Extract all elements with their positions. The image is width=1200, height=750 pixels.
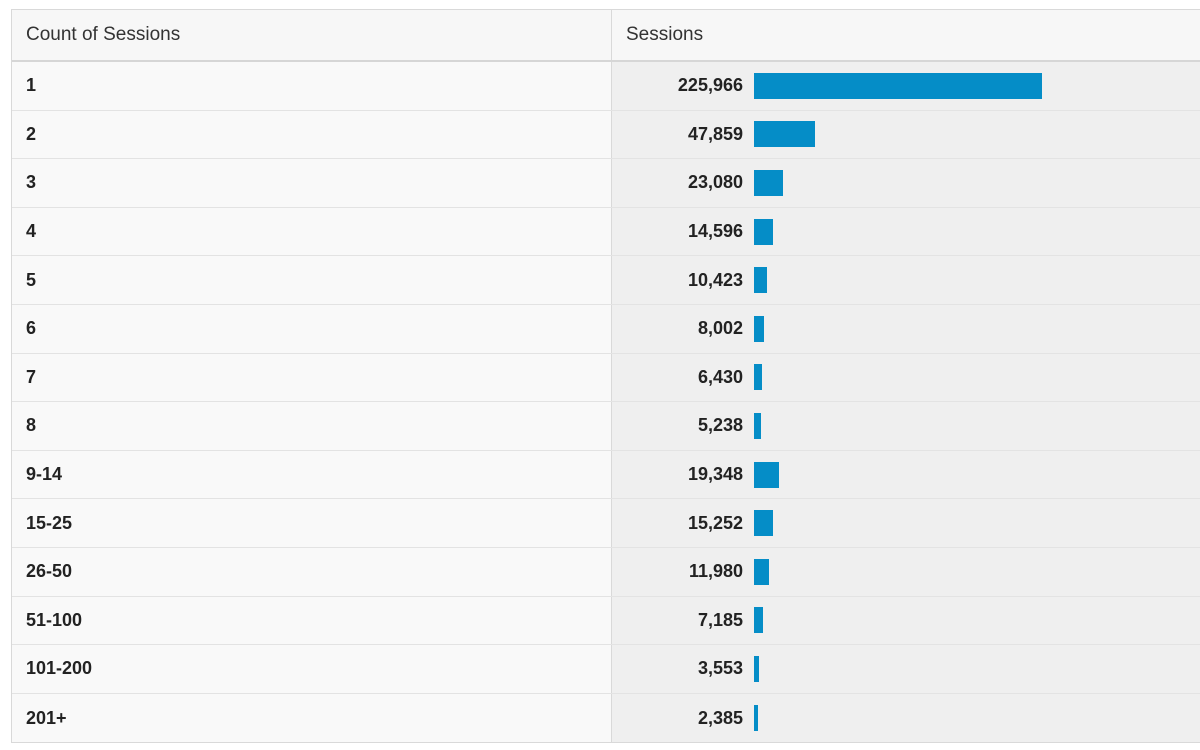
row-sessions-value: 10,423 bbox=[687, 269, 743, 290]
row-sessions-cell: 14,596 bbox=[612, 207, 1200, 256]
row-category-label: 3 bbox=[12, 159, 612, 207]
sessions-bar bbox=[754, 121, 815, 148]
row-category-label: 51-100 bbox=[12, 596, 612, 645]
row-sessions-value: 2,385 bbox=[697, 707, 743, 728]
row-sessions-cell: 5,238 bbox=[612, 402, 1200, 450]
sessions-bar bbox=[754, 315, 764, 342]
sessions-table: Count of Sessions Sessions 1 225,966 2 47,8… bbox=[11, 9, 1200, 743]
bar-track bbox=[754, 169, 1174, 196]
row-sessions-value: 15,252 bbox=[687, 512, 743, 533]
table-row: 26-50 11,980 bbox=[12, 547, 1200, 597]
row-category-label: 26-50 bbox=[12, 547, 612, 596]
bar-track bbox=[754, 218, 1174, 245]
sessions-bar bbox=[754, 510, 773, 537]
row-sessions-cell: 11,980 bbox=[612, 547, 1200, 596]
row-sessions-cell: 15,252 bbox=[612, 499, 1200, 547]
table-row: 7 6,430 bbox=[12, 353, 1200, 403]
row-sessions-value: 19,348 bbox=[687, 464, 743, 485]
row-sessions-cell: 47,859 bbox=[612, 110, 1200, 159]
table-row: 3 23,080 bbox=[12, 159, 1200, 208]
table-row: 4 14,596 bbox=[12, 207, 1200, 257]
row-category-label: 6 bbox=[12, 304, 612, 353]
table-row: 15-25 15,252 bbox=[12, 499, 1200, 548]
row-sessions-value: 8,002 bbox=[697, 318, 743, 339]
row-category-label: 7 bbox=[12, 353, 612, 402]
table-row: 6 8,002 bbox=[12, 304, 1200, 354]
row-sessions-cell: 8,002 bbox=[612, 304, 1200, 353]
row-category-label: 5 bbox=[12, 256, 612, 304]
row-sessions-value: 5,238 bbox=[697, 415, 743, 436]
sessions-bar bbox=[754, 218, 773, 245]
row-category-label: 2 bbox=[12, 110, 612, 159]
table-row: 51-100 7,185 bbox=[12, 596, 1200, 646]
row-sessions-value: 7,185 bbox=[697, 609, 743, 630]
row-sessions-value: 23,080 bbox=[687, 172, 743, 193]
header-sessions[interactable]: Sessions bbox=[626, 24, 704, 45]
sessions-bar bbox=[754, 705, 758, 732]
bar-track bbox=[754, 72, 1174, 99]
row-sessions-cell: 3,553 bbox=[612, 645, 1200, 693]
row-sessions-value: 225,966 bbox=[677, 75, 743, 96]
table-row: 8 5,238 bbox=[12, 402, 1200, 451]
row-category-label: 9-14 bbox=[12, 450, 612, 499]
row-sessions-value: 6,430 bbox=[697, 366, 743, 387]
table-row: 201+ 2,385 bbox=[12, 693, 1200, 742]
row-sessions-cell: 23,080 bbox=[612, 159, 1200, 207]
sessions-bar bbox=[754, 169, 783, 196]
sessions-bar bbox=[754, 607, 763, 634]
bar-track bbox=[754, 364, 1174, 391]
row-category-label: 4 bbox=[12, 207, 612, 256]
bar-track bbox=[754, 655, 1174, 682]
row-sessions-value: 47,859 bbox=[687, 123, 743, 144]
sessions-bar bbox=[754, 558, 769, 585]
sessions-bar bbox=[754, 412, 761, 439]
bar-track bbox=[754, 461, 1174, 488]
bar-track bbox=[754, 705, 1174, 732]
row-category-label: 1 bbox=[12, 62, 612, 110]
row-sessions-value: 14,596 bbox=[687, 221, 743, 242]
row-sessions-cell: 10,423 bbox=[612, 256, 1200, 304]
row-sessions-value: 11,980 bbox=[688, 561, 743, 582]
row-sessions-cell: 19,348 bbox=[612, 450, 1200, 499]
table-body: 1 225,966 2 47,859 3 23,080 4 14,596 5 10,423 6 8,0… bbox=[12, 62, 1200, 742]
table-row: 9-14 19,348 bbox=[12, 450, 1200, 500]
table-row: 101-200 3,553 bbox=[12, 645, 1200, 694]
bar-track bbox=[754, 510, 1174, 537]
sessions-bar bbox=[754, 72, 1042, 99]
table-header: Count of Sessions Sessions bbox=[12, 10, 1200, 62]
row-sessions-cell: 7,185 bbox=[612, 596, 1200, 645]
row-sessions-value: 3,553 bbox=[697, 658, 743, 679]
table-row: 2 47,859 bbox=[12, 110, 1200, 160]
bar-track bbox=[754, 558, 1174, 585]
sessions-bar bbox=[754, 655, 759, 682]
table-row: 1 225,966 bbox=[12, 62, 1200, 111]
bar-track bbox=[754, 315, 1174, 342]
sessions-bar bbox=[754, 461, 779, 488]
row-category-label: 201+ bbox=[12, 693, 612, 742]
bar-track bbox=[754, 267, 1174, 294]
row-category-label: 15-25 bbox=[12, 499, 612, 547]
row-sessions-cell: 2,385 bbox=[612, 693, 1200, 742]
row-category-label: 101-200 bbox=[12, 645, 612, 693]
row-sessions-cell: 225,966 bbox=[612, 62, 1200, 110]
table-row: 5 10,423 bbox=[12, 256, 1200, 305]
sessions-bar bbox=[754, 267, 767, 294]
bar-track bbox=[754, 607, 1174, 634]
row-category-label: 8 bbox=[12, 402, 612, 450]
header-count-of-sessions[interactable]: Count of Sessions bbox=[12, 10, 612, 60]
bar-track bbox=[754, 412, 1174, 439]
bar-track bbox=[754, 121, 1174, 148]
sessions-bar bbox=[754, 364, 762, 391]
row-sessions-cell: 6,430 bbox=[612, 353, 1200, 402]
